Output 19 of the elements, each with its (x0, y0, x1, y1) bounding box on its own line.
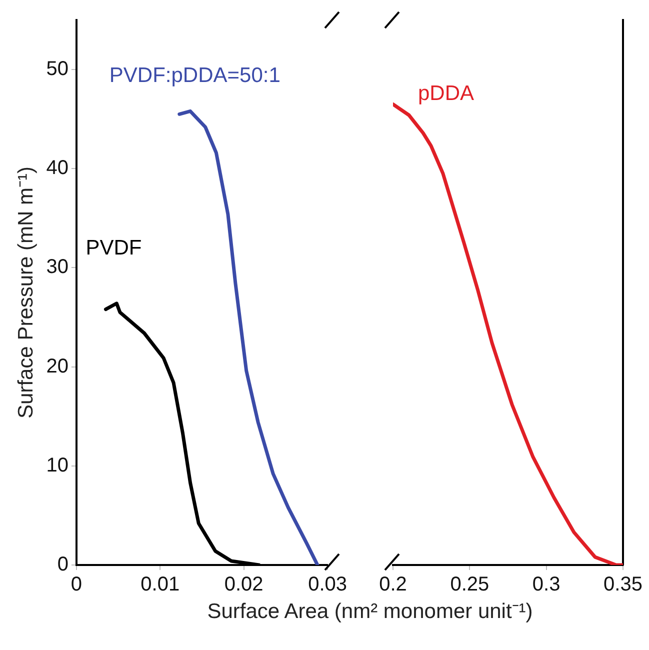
y-tick-label: 40 (46, 157, 68, 180)
x-tick-label: 0.3 (532, 574, 560, 596)
y-tick-label: 0 (57, 554, 68, 576)
x-tick-label: 0.2 (379, 574, 407, 596)
text: PVDF (86, 236, 142, 260)
series-label: PVDF:pDDA=50:1 (109, 64, 280, 88)
x-tick-label: 0.03 (308, 574, 348, 596)
y-tick-label: 50 (46, 58, 68, 80)
y-tick-label: 30 (46, 256, 68, 278)
y-tick-label: 20 (46, 355, 68, 378)
series-label: pDDA (418, 82, 474, 106)
x-tick-label: 0.01 (140, 574, 180, 596)
x-tick-label: 0.35 (604, 574, 642, 596)
x-tick-label: 0.25 (450, 574, 490, 596)
y-axis-title: Surface Pressure (mN m⁻¹) (14, 166, 38, 419)
x-tick-label: 0.02 (224, 574, 264, 596)
x-tick-label: 0 (70, 574, 82, 596)
x-axis-title: Surface Area (nm² monomer unit⁻¹) (206, 599, 534, 624)
y-tick-label: 10 (46, 454, 68, 476)
